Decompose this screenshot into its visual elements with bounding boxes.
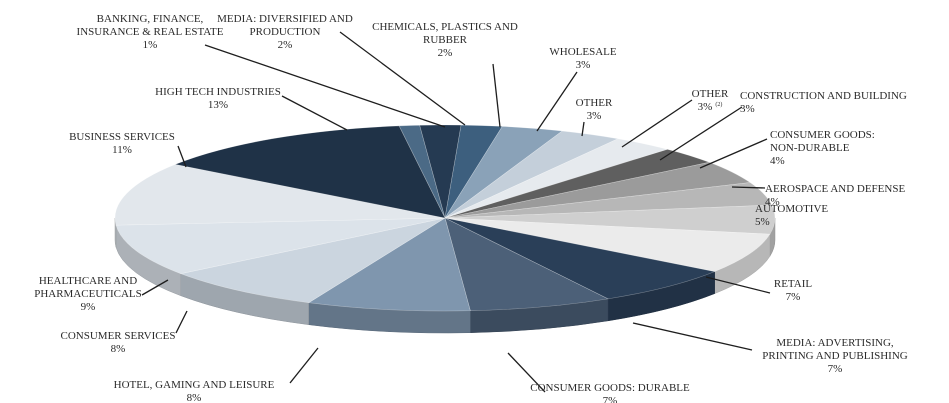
label-value: 8% — [187, 392, 202, 403]
label-value: 5% — [755, 216, 770, 228]
label-other-5: OTHER 3% (2) — [692, 88, 729, 113]
leader-retail-10 — [705, 276, 771, 294]
pie-slice-banking-finance-insurance-real-estate-0 — [398, 124, 446, 219]
leader-consumer-goods-durable-12 — [507, 352, 546, 393]
pie-slice-chemicals-plastics-and-rubber-2 — [444, 124, 503, 219]
pie-slices — [114, 124, 776, 312]
leader-consumer-goods-non-durable-7 — [699, 138, 768, 169]
label-footnote-mark: (2) — [715, 101, 722, 108]
label-chemicals-plastics-and-rubber-2: CHEMICALS, PLASTICS AND RUBBER 2% — [372, 21, 518, 59]
label-value: 3% — [698, 101, 713, 113]
label-consumer-goods-durable-12: CONSUMER GOODS: DURABLE 7% — [530, 382, 690, 403]
pie-slice-hotel-gaming-and-leisure-13 — [307, 217, 471, 312]
pie-slice-consumer-goods-durable-12 — [444, 217, 609, 312]
pie-slice-high-tech-industries-17 — [174, 125, 446, 219]
label-high-tech-industries-17: HIGH TECH INDUSTRIES 13% — [155, 86, 281, 111]
leader-banking-finance-insurance-real-estate-0 — [204, 44, 446, 128]
label-hotel-gaming-and-leisure-13: HOTEL, GAMING AND LEISURE 8% — [114, 379, 275, 403]
pie-slice-business-services-16 — [114, 164, 446, 226]
label-automotive-9: AUTOMOTIVE 5% — [755, 203, 828, 228]
pie-slice-consumer-goods-non-durable-7 — [444, 161, 751, 219]
pie-slice-other-4 — [444, 130, 619, 219]
label-value: 3% — [587, 110, 602, 122]
label-value: 13% — [208, 99, 228, 111]
pie-slice-automotive-9 — [444, 204, 776, 235]
label-consumer-services-14: CONSUMER SERVICES 8% — [61, 330, 176, 355]
leader-other-5 — [621, 99, 693, 148]
label-consumer-goods-non-durable-7: CONSUMER GOODS: NON-DURABLE 4% — [770, 129, 875, 167]
leader-media-diversified-and-production-1 — [339, 31, 466, 126]
label-value: 9% — [81, 301, 96, 313]
label-value: 8% — [111, 343, 126, 355]
leader-aerospace-and-defense-8 — [731, 186, 766, 189]
label-wholesale-3: WHOLESALE 3% — [549, 46, 616, 71]
leader-business-services-16 — [177, 145, 187, 168]
label-value: 4% — [765, 196, 780, 208]
label-retail-10: RETAIL 7% — [774, 278, 813, 303]
pie-slice-healthcare-and-pharmaceuticals-15 — [115, 217, 446, 275]
label-value: 7% — [828, 363, 843, 375]
label-value: 2% — [438, 47, 453, 59]
pie-slice-wholesale-3 — [444, 126, 563, 219]
label-value: 2% — [278, 39, 293, 51]
label-other-4: OTHER 3% — [576, 97, 613, 122]
pie-slice-consumer-services-14 — [179, 217, 446, 304]
label-value: 1% — [143, 39, 158, 51]
label-value: 3% — [576, 59, 591, 71]
label-media-advertising-printing-and-publishing-11: MEDIA: ADVERTISING, PRINTING AND PUBLISHI… — [762, 337, 908, 375]
pie-slice-retail-10 — [444, 217, 771, 272]
label-media-diversified-and-production-1: MEDIA: DIVERSIFIED AND PRODUCTION 2% — [217, 13, 353, 51]
leader-high-tech-industries-17 — [281, 95, 348, 131]
leader-hotel-gaming-and-leisure-13 — [289, 347, 319, 384]
leader-media-advertising-printing-and-publishing-11 — [632, 322, 753, 351]
leader-wholesale-3 — [536, 71, 578, 132]
slice-labels: BANKING, FINANCE, INSURANCE & REAL ESTATE… — [34, 13, 908, 403]
label-healthcare-and-pharmaceuticals-15: HEALTHCARE AND PHARMACEUTICALS 9% — [34, 275, 142, 313]
label-aerospace-and-defense-8: AEROSPACE AND DEFENSE 4% — [765, 183, 905, 208]
label-value: 11% — [112, 144, 132, 156]
leader-construction-and-building-6 — [659, 106, 743, 161]
pie-slice-other-5 — [444, 138, 669, 219]
pie-slice-media-advertising-printing-and-publishing-11 — [444, 217, 716, 300]
leader-consumer-services-14 — [175, 310, 188, 334]
leader-healthcare-and-pharmaceuticals-15 — [141, 279, 169, 296]
label-banking-finance-insurance-real-estate-0: BANKING, FINANCE, INSURANCE & REAL ESTATE… — [77, 13, 224, 51]
leader-chemicals-plastics-and-rubber-2 — [492, 63, 501, 128]
label-business-services-16: BUSINESS SERVICES 11% — [69, 131, 175, 156]
label-leader-lines — [141, 31, 771, 393]
label-value: 7% — [786, 291, 801, 303]
label-value: 3% — [740, 103, 755, 115]
pie-slice-construction-and-building-6 — [444, 149, 711, 219]
label-value: 7% — [603, 395, 618, 403]
leader-other-4 — [581, 121, 585, 137]
label-value: 4% — [770, 155, 785, 167]
label-construction-and-building-6: CONSTRUCTION AND BUILDING 3% — [740, 90, 907, 115]
pie-depth-faces — [114, 217, 776, 334]
pie-slice-aerospace-and-defense-8 — [444, 182, 773, 219]
